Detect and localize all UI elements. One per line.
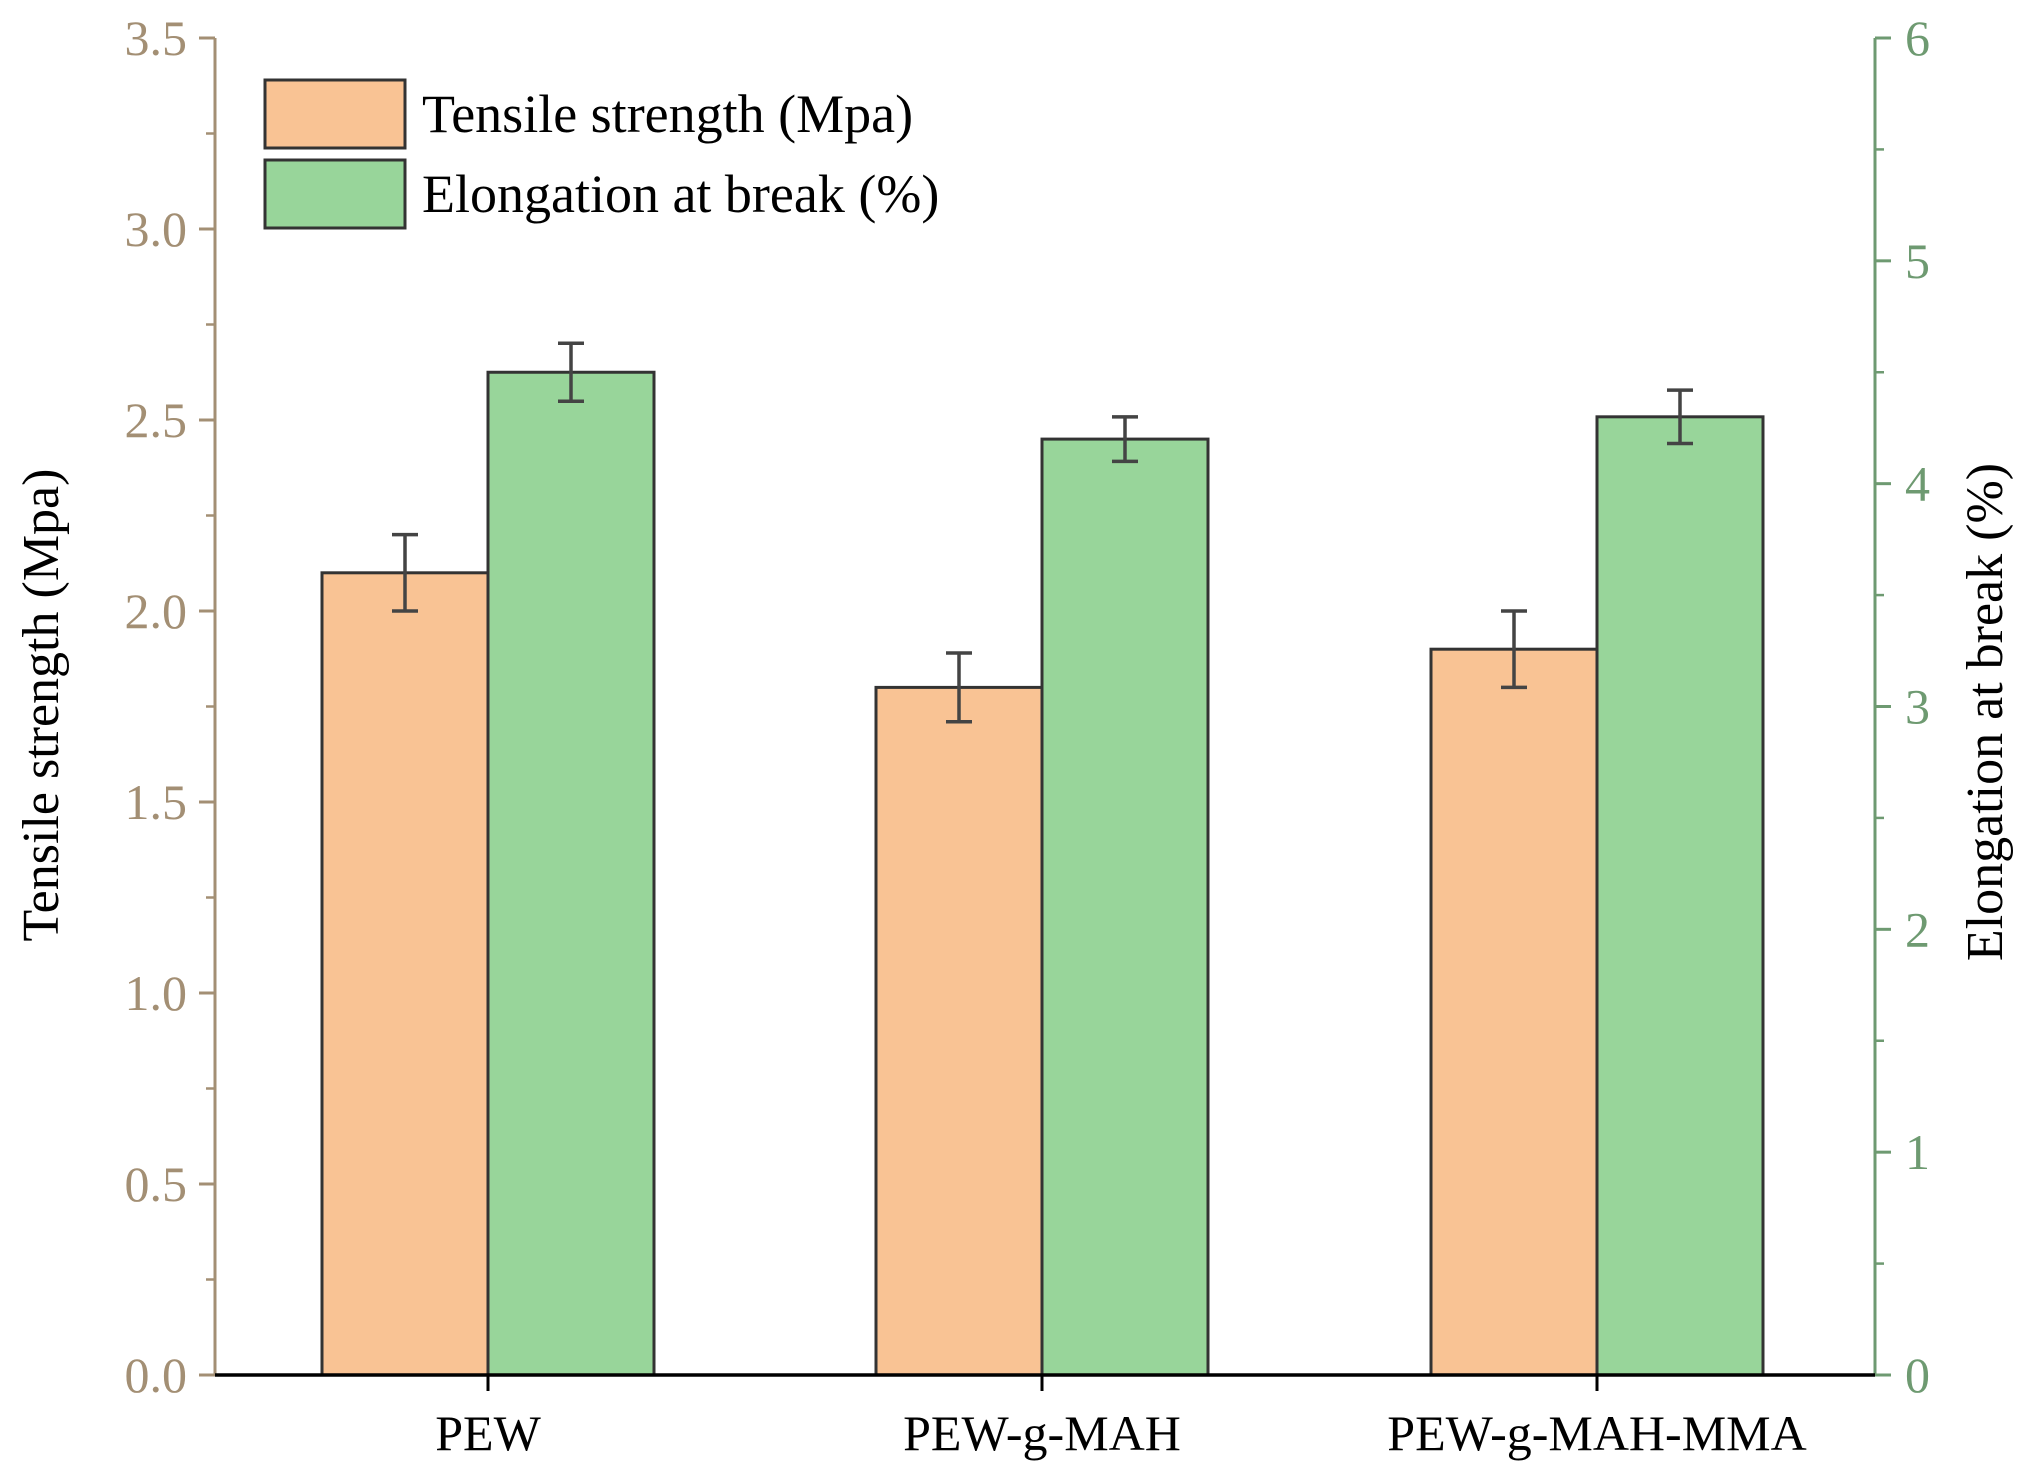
left-axis-tick-label: 2.0 [125,583,188,639]
right-axis-tick-label: 5 [1905,233,1930,289]
left-axis-tick-label: 3.5 [125,10,188,66]
left-axis-tick-label: 2.5 [125,392,188,448]
right-axis-tick-label: 0 [1905,1347,1930,1403]
error-bar-tensile-strength-pew-g-mah [946,651,972,724]
error-bar-elongation-pew [558,341,584,403]
error-bar-tensile-strength-pew-g-mah-mma [1501,609,1527,690]
left-axis-tick-label: 0.0 [125,1347,188,1403]
bar-tensile-strength-pew-g-mah-mma [1429,647,1599,1377]
bar-elongation-pew [486,370,656,1377]
legend-swatch-elongation [263,158,407,230]
right-axis-tick-label: 3 [1905,679,1930,735]
right-axis-tick-label: 2 [1905,901,1930,957]
error-bar-elongation-pew-g-mah [1112,415,1138,464]
x-axis-category-label-pew-g-mah: PEW-g-MAH [903,1405,1181,1461]
error-bar-tensile-strength-pew [392,532,418,613]
error-bars-layer [392,341,1693,724]
x-axis-category-label-pew: PEW [435,1405,541,1461]
legend-swatch-tensile-strength [263,78,407,150]
left-axis-tick-label: 1.5 [125,774,188,830]
bar-tensile-strength-pew [320,571,490,1377]
chart-legend: Tensile strength (Mpa) Elongation at bre… [263,78,939,230]
right-axis-tick-label: 1 [1905,1124,1930,1180]
left-axis-tick-label: 3.0 [125,201,188,257]
right-axis-title: Elongation at break (%) [1957,463,2014,961]
right-axis-tick-label: 4 [1905,456,1930,512]
x-axis-category-label-pew-g-mah-mma: PEW-g-MAH-MMA [1387,1405,1806,1461]
bar-elongation-pew-g-mah-mma [1595,415,1765,1377]
bar-elongation-pew-g-mah [1040,437,1210,1377]
bars-layer [320,370,1765,1377]
bar-tensile-strength-pew-g-mah [874,685,1044,1377]
legend-label-elongation: Elongation at break (%) [422,164,939,224]
left-axis-title: Tensile strength (Mpa) [13,469,70,942]
left-axis-tick-label: 1.0 [125,965,188,1021]
legend-label-tensile-strength: Tensile strength (Mpa) [422,84,913,144]
right-axis-tick-label: 6 [1905,10,1930,66]
error-bar-elongation-pew-g-mah-mma [1667,388,1693,446]
axes-layer: 0.0 0.5 1.0 1.5 2.0 2.5 3.0 3.5 0 1 2 3 4 5 6 PEW PEW-g-… [125,10,1931,1461]
left-axis-tick-label: 0.5 [125,1156,188,1212]
